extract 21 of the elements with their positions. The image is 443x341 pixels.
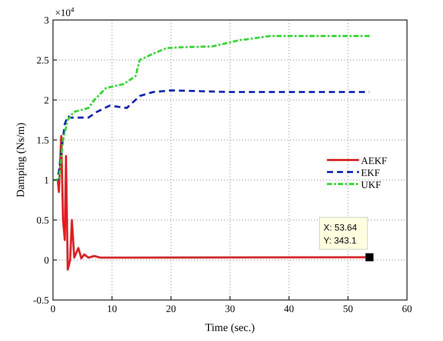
y-tick-label: 0 <box>44 256 49 266</box>
legend-label: UKF <box>361 180 382 191</box>
text: ×10$^{4}$ <box>55 6 75 19</box>
x-axis-title: Time (sec.) <box>205 322 256 334</box>
y-tick-label: 3 <box>44 16 49 26</box>
x-tick-label: 20 <box>166 304 176 315</box>
x-tick-label: 60 <box>402 304 412 315</box>
annotation: X: 53.64 Y: 343.1 <box>323 222 358 246</box>
y-tick-label: 2 <box>44 96 49 106</box>
y-axis-title: Damping (Ns/m) <box>15 122 27 198</box>
y-tick-label: 1.5 <box>36 136 49 146</box>
x-tick-label: 40 <box>284 304 294 315</box>
x-tick-label: 30 <box>225 304 235 315</box>
y-tick-label: 2.5 <box>36 56 49 66</box>
y-tick-label: 0.5 <box>36 216 49 226</box>
legend-label: EKF <box>361 168 380 179</box>
y-tick-label: 1 <box>44 176 49 186</box>
x-tick-label: 50 <box>343 304 353 315</box>
legend-label: AEKF <box>361 156 388 167</box>
x-tick-label: 10 <box>107 304 117 315</box>
y-tick-label: -0.5 <box>33 296 49 306</box>
